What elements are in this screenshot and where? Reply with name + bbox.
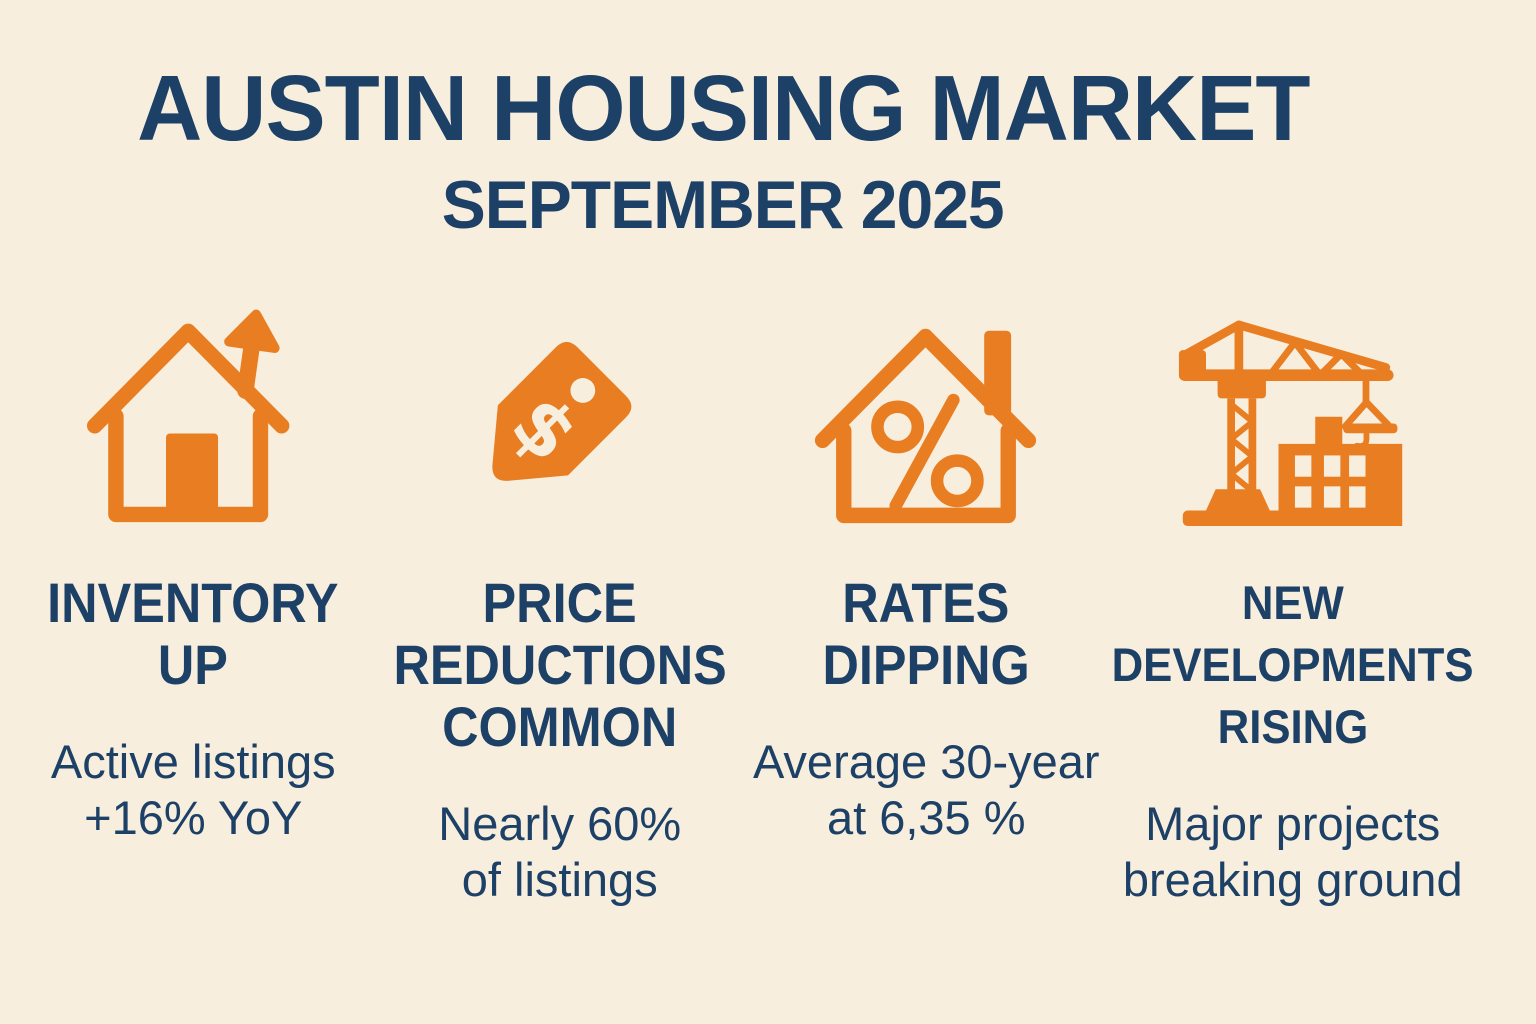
stat-heading: NEW DEVELOPMENTS RISING <box>1098 572 1487 758</box>
icon-box <box>87 300 299 532</box>
price-tag-dollar-icon: $ <box>492 341 632 481</box>
heading-line: NEW <box>1241 576 1344 629</box>
stat-price-reductions: $ PRICE REDUCTIONS COMMON Nearly 60% of … <box>377 300 744 908</box>
stat-rates-dipping: RATES DIPPING Average 30-year at 6,35 % <box>743 300 1110 908</box>
page-subtitle: SEPTEMBER 2025 <box>442 167 1005 243</box>
detail-line: Nearly 60% <box>438 797 682 850</box>
heading-line: INVENTORY <box>47 571 339 634</box>
heading-line: COMMON <box>442 695 678 758</box>
icon-box: $ <box>457 300 663 532</box>
icon-box <box>1177 300 1409 532</box>
detail-line: breaking ground <box>1122 853 1463 906</box>
stat-detail: Major projects breaking ground <box>1123 796 1463 908</box>
heading-line: DIPPING <box>822 633 1030 696</box>
stat-detail: Active listings +16% YoY <box>51 734 336 846</box>
heading-line: DEVELOPMENTS <box>1111 638 1474 691</box>
detail-line: Active listings <box>50 735 336 788</box>
detail-line: +16% YoY <box>84 791 303 844</box>
heading-line: RISING <box>1217 700 1369 753</box>
stat-heading: RATES DIPPING <box>811 572 1041 696</box>
house-percent-icon <box>815 328 1037 524</box>
detail-line: at 6,35 % <box>826 791 1026 844</box>
construction-crane-building-icon <box>1178 320 1402 526</box>
detail-line: of listings <box>461 853 658 906</box>
stats-row: INVENTORY UP Active listings +16% YoY $ <box>0 300 1536 908</box>
heading-line: PRICE <box>482 571 637 634</box>
detail-line: Average 30-year <box>752 735 1100 788</box>
page-title: AUSTIN HOUSING MARKET <box>136 56 1310 160</box>
stat-inventory-up: INVENTORY UP Active listings +16% YoY <box>10 300 377 908</box>
icon-box <box>813 300 1039 532</box>
heading-line: UP <box>158 633 229 696</box>
heading-line: RATES <box>842 571 1010 634</box>
austin-housing-market-infographic: AUSTIN HOUSING MARKET SEPTEMBER 2025 <box>0 0 1536 908</box>
house-arrow-up-icon <box>87 309 290 523</box>
stat-new-developments: NEW DEVELOPMENTS RISING Major projects b… <box>1110 300 1477 908</box>
stat-heading: INVENTORY UP <box>31 572 355 696</box>
detail-line: Major projects <box>1145 797 1441 850</box>
stat-heading: PRICE REDUCTIONS COMMON <box>375 572 745 758</box>
header: AUSTIN HOUSING MARKET SEPTEMBER 2025 <box>0 0 1536 243</box>
stat-detail: Average 30-year at 6,35 % <box>753 734 1100 846</box>
heading-line: REDUCTIONS <box>393 633 727 696</box>
stat-detail: Nearly 60% of listings <box>438 796 681 908</box>
